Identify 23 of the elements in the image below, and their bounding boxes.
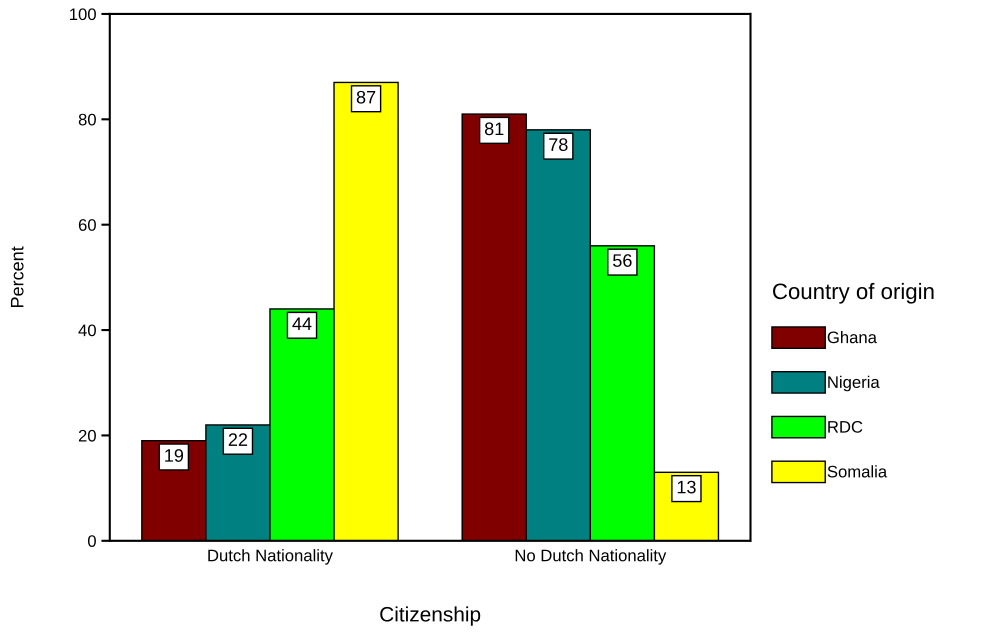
y-tick-label: 20 [78,430,96,442]
x-tick-label: No Dutch Nationality [516,549,666,565]
legend-label: Ghana [828,331,877,344]
y-tick-label: 60 [78,219,96,231]
data-label: 19 [165,449,184,462]
legend-label: RDC [828,420,862,433]
x-axis-title: Citizenship [380,606,480,626]
legend-label: Nigeria [828,376,880,392]
legend-label: Somalia [828,465,888,478]
y-tick-label: 80 [78,114,96,126]
data-label: 22 [228,433,248,446]
data-label: 81 [484,122,504,136]
x-tick-label: Dutch Nationality [208,549,333,565]
y-tick-label: 40 [78,324,96,336]
data-label: 78 [549,138,568,152]
data-label: 13 [678,480,696,494]
y-axis-title: Percent [10,246,24,308]
y-tick-label: 0 [88,535,96,548]
data-label: 44 [292,318,312,330]
legend-title: Country of origin [773,282,934,304]
y-tick-label: 100 [70,8,96,20]
data-label: 56 [613,254,632,267]
data-label: 87 [356,90,376,104]
